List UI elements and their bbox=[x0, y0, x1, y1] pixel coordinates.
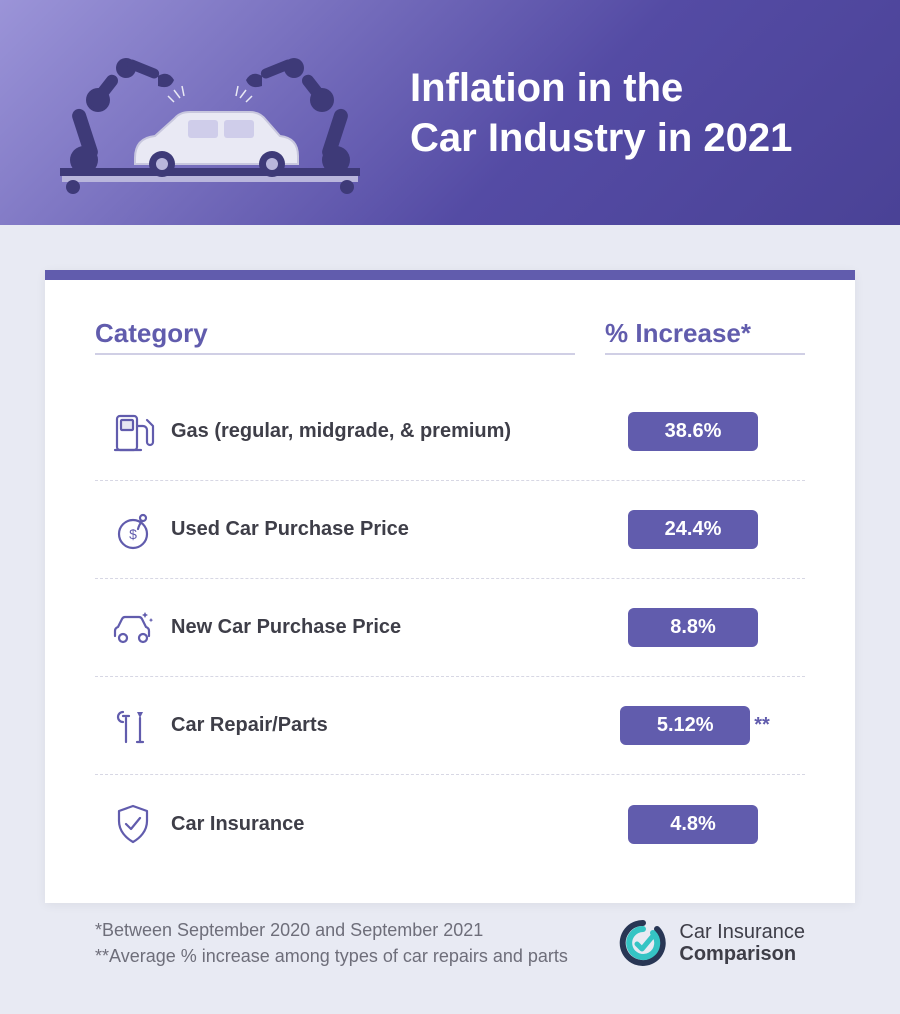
gas-pump-icon bbox=[95, 408, 171, 456]
table-header: Category % Increase* bbox=[95, 318, 805, 349]
footnote-2: **Average % increase among types of car … bbox=[95, 943, 568, 969]
logo-text: Car Insurance Comparison bbox=[679, 921, 805, 965]
page-title: Inflation in the Car Industry in 2021 bbox=[410, 63, 792, 163]
row-value-cell: 38.6% bbox=[585, 412, 805, 451]
factory-illustration bbox=[40, 28, 380, 198]
table-row: Car Insurance 4.8% bbox=[95, 775, 805, 873]
tools-icon bbox=[95, 702, 171, 750]
value-suffix: ** bbox=[754, 714, 770, 737]
footnotes: *Between September 2020 and September 20… bbox=[95, 917, 568, 969]
row-label: Used Car Purchase Price bbox=[171, 518, 585, 541]
value-badge: 5.12% bbox=[620, 706, 750, 745]
table-row: Gas (regular, midgrade, & premium) 38.6% bbox=[95, 383, 805, 481]
value-badge: 4.8% bbox=[628, 805, 758, 844]
table-row: Car Repair/Parts 5.12% ** bbox=[95, 677, 805, 775]
brand-logo: Car Insurance Comparison bbox=[617, 917, 805, 969]
row-label: New Car Purchase Price bbox=[171, 616, 585, 639]
column-increase: % Increase* bbox=[605, 318, 805, 349]
logo-icon bbox=[617, 917, 669, 969]
value-badge: 24.4% bbox=[628, 510, 758, 549]
row-label: Gas (regular, midgrade, & premium) bbox=[171, 420, 585, 443]
shield-icon bbox=[95, 800, 171, 848]
table-row: $ Used Car Purchase Price 24.4% bbox=[95, 481, 805, 579]
price-tag-icon: $ bbox=[95, 506, 171, 554]
table-row: New Car Purchase Price 8.8% bbox=[95, 579, 805, 677]
row-label: Car Insurance bbox=[171, 813, 585, 836]
value-badge: 8.8% bbox=[628, 608, 758, 647]
row-value-cell: 5.12% ** bbox=[585, 706, 805, 745]
new-car-icon bbox=[95, 604, 171, 652]
value-badge: 38.6% bbox=[628, 412, 758, 451]
svg-text:$: $ bbox=[129, 526, 137, 542]
content-area: Category % Increase* Gas (regular, midgr… bbox=[0, 225, 900, 1014]
data-card: Category % Increase* Gas (regular, midgr… bbox=[45, 270, 855, 903]
header-underline bbox=[95, 353, 805, 355]
row-value-cell: 8.8% bbox=[585, 608, 805, 647]
logo-line2: Comparison bbox=[679, 943, 805, 965]
row-value-cell: 24.4% bbox=[585, 510, 805, 549]
row-label: Car Repair/Parts bbox=[171, 714, 585, 737]
logo-line1: Car Insurance bbox=[679, 921, 805, 943]
footer: *Between September 2020 and September 20… bbox=[45, 903, 855, 969]
header-banner: Inflation in the Car Industry in 2021 bbox=[0, 0, 900, 225]
row-value-cell: 4.8% bbox=[585, 805, 805, 844]
column-category: Category bbox=[95, 318, 575, 349]
footnote-1: *Between September 2020 and September 20… bbox=[95, 917, 568, 943]
